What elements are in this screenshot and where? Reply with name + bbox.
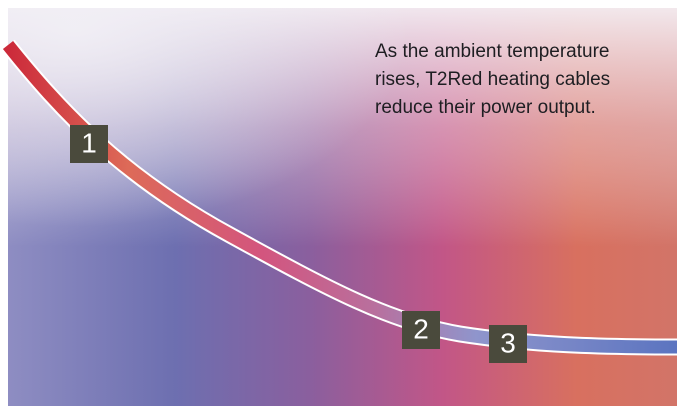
caption-line: reduce their power output. — [375, 97, 596, 118]
marker: 2 — [402, 311, 440, 349]
marker-label: 2 — [413, 313, 429, 344]
marker-label: 1 — [81, 127, 97, 158]
caption-line: As the ambient temperature — [375, 41, 609, 62]
marker: 3 — [489, 325, 527, 363]
caption-line: rises, T2Red heating cables — [375, 69, 610, 90]
marker-label: 3 — [500, 327, 516, 358]
marker: 1 — [70, 125, 108, 163]
